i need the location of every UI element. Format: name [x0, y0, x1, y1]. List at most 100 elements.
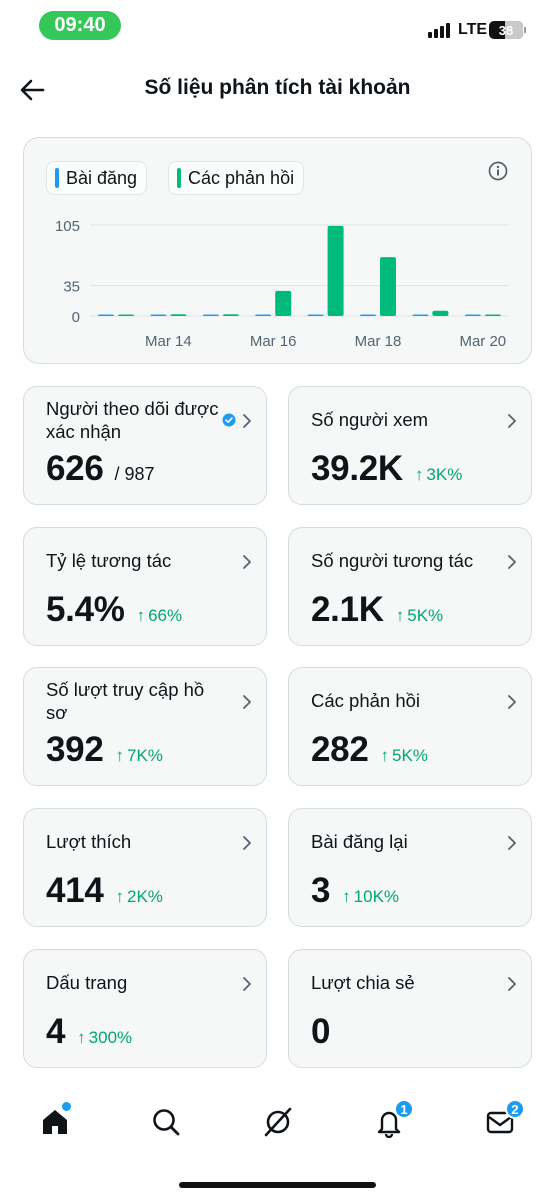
chevron-right-icon	[508, 414, 516, 428]
metric-value-row: 3 10K%	[311, 871, 399, 911]
x-tick-label: Mar 18	[355, 333, 402, 350]
chevron-right-icon	[243, 414, 251, 428]
chevron-right-icon	[508, 977, 516, 991]
metric-value: 282	[311, 730, 369, 769]
metric-change: 300%	[77, 1028, 132, 1048]
metric-change: 66%	[137, 606, 182, 626]
metric-label: Lượt chia sẻ	[311, 972, 415, 993]
metric-card-bookmarks[interactable]: Dấu trang 4 300%	[23, 949, 267, 1068]
metric-card-profile-visits[interactable]: Số lượt truy cập hồ sơ 392 7K%	[23, 667, 267, 786]
y-tick-label: 35	[63, 279, 80, 296]
chart-card: Bài đăng Các phản hồi 105 35 0 Mar 14 Mar 16…	[23, 137, 532, 364]
metric-label: Tỷ lệ tương tác	[46, 550, 172, 571]
metric-value-row: 2.1K 5K%	[311, 590, 443, 630]
metric-card-engagement-rate[interactable]: Tỷ lệ tương tác 5.4% 66%	[23, 527, 267, 646]
metric-change: 2K%	[116, 887, 163, 907]
messages-badge: 2	[505, 1099, 525, 1119]
page-title: Số liệu phân tích tài khoản	[144, 76, 411, 99]
metric-value: 4	[46, 1012, 66, 1051]
metric-change: 3K%	[415, 465, 462, 485]
status-time: 09:40	[39, 11, 121, 40]
search-icon	[153, 1109, 180, 1136]
x-tick-label: Mar 20	[459, 333, 506, 350]
metric-change: 5K%	[381, 746, 428, 766]
metric-label: Các phản hồi	[311, 690, 421, 711]
x-tick-label: Mar 16	[250, 333, 297, 350]
bar-posts	[412, 314, 429, 316]
y-tick-label: 105	[55, 218, 80, 235]
signal-icon	[428, 22, 452, 38]
metric-value-row: 626 / 987	[46, 449, 155, 489]
metric-change: 7K%	[116, 746, 163, 766]
bar-replies	[170, 314, 187, 316]
legend-posts-swatch	[55, 168, 59, 188]
home-indicator	[179, 1182, 376, 1188]
arrow-left-icon	[20, 79, 45, 101]
notifications-badge: 1	[394, 1099, 414, 1119]
bar-replies	[118, 314, 134, 316]
metric-label: Lượt thích	[46, 831, 132, 852]
info-icon[interactable]	[487, 160, 509, 182]
nav-messages[interactable]: 2	[480, 1099, 525, 1142]
legend-posts-label: Bài đăng	[66, 167, 138, 188]
metric-value-row: 39.2K 3K%	[311, 449, 462, 489]
legend-replies-chip[interactable]: Các phản hồi	[168, 161, 305, 195]
bar-replies	[275, 290, 292, 316]
metric-value-row: 0	[311, 1012, 330, 1052]
metric-value-row: 4 300%	[46, 1012, 132, 1052]
metric-value: 2.1K	[311, 590, 384, 629]
bar-posts	[360, 314, 376, 316]
legend-posts-chip[interactable]: Bài đăng	[46, 161, 148, 195]
battery-level: 38	[498, 22, 514, 38]
bar-posts	[98, 314, 114, 316]
metric-value: 626	[46, 449, 104, 488]
bar-posts	[202, 314, 219, 316]
bottom-nav: 1 2	[0, 1088, 555, 1158]
nav-grok[interactable]	[258, 1102, 298, 1142]
metric-value-row: 5.4% 66%	[46, 590, 182, 630]
header: Số liệu phân tích tài khoản	[0, 62, 555, 116]
chevron-right-icon	[243, 695, 251, 709]
nav-home[interactable]	[35, 1102, 75, 1142]
home-notification-dot	[62, 1102, 71, 1111]
metric-value-row: 414 2K%	[46, 871, 163, 911]
metric-label: Người theo dõi được xác nhận	[46, 398, 219, 442]
metric-value: 414	[46, 871, 104, 910]
metric-label: Số lượt truy cập hồ sơ	[46, 679, 205, 723]
bar-posts	[255, 314, 272, 316]
metric-value: 5.4%	[46, 590, 125, 629]
chevron-right-icon	[243, 977, 251, 991]
metric-card-reposts[interactable]: Bài đăng lại 3 10K%	[288, 808, 532, 927]
nav-search[interactable]	[146, 1102, 186, 1142]
bar-replies	[380, 257, 396, 316]
metric-card-shares[interactable]: Lượt chia sẻ 0	[288, 949, 532, 1068]
metric-change: 10K%	[342, 887, 399, 907]
status-bar: 09:40 LTE 38	[0, 0, 555, 50]
metric-value: 3	[311, 871, 331, 910]
metric-card-likes[interactable]: Lượt thích 414 2K%	[23, 808, 267, 927]
bar-posts	[464, 314, 481, 316]
metric-label: Số người tương tác	[311, 550, 474, 571]
metric-card-verified-followers[interactable]: Người theo dõi được xác nhận 626 / 987	[23, 386, 267, 505]
metric-label: Số người xem	[311, 409, 429, 430]
back-button[interactable]	[18, 74, 50, 106]
metric-value-row: 282 5K%	[311, 730, 428, 770]
metric-card-engaged-users[interactable]: Số người tương tác 2.1K 5K%	[288, 527, 532, 646]
bar-replies	[222, 314, 239, 316]
metric-card-viewers[interactable]: Số người xem 39.2K 3K%	[288, 386, 532, 505]
chevron-right-icon	[243, 555, 251, 569]
y-tick-label: 0	[72, 309, 80, 326]
network-label: LTE	[458, 21, 488, 38]
chevron-right-icon	[243, 836, 251, 850]
metric-value: 0	[311, 1012, 331, 1051]
battery-icon: 38	[489, 21, 526, 39]
bar-replies	[484, 314, 501, 316]
bell-icon	[377, 1111, 401, 1138]
bar-replies	[432, 310, 449, 316]
chevron-right-icon	[508, 836, 516, 850]
analytics-bar-chart: 105 35 0 Mar 14 Mar 16 Mar 18 Mar 20	[55, 218, 509, 350]
metric-card-replies[interactable]: Các phản hồi 282 5K%	[288, 667, 532, 786]
nav-notifications[interactable]: 1	[369, 1099, 414, 1142]
bar-replies	[327, 225, 344, 316]
metric-value-row: 392 7K%	[46, 730, 163, 770]
